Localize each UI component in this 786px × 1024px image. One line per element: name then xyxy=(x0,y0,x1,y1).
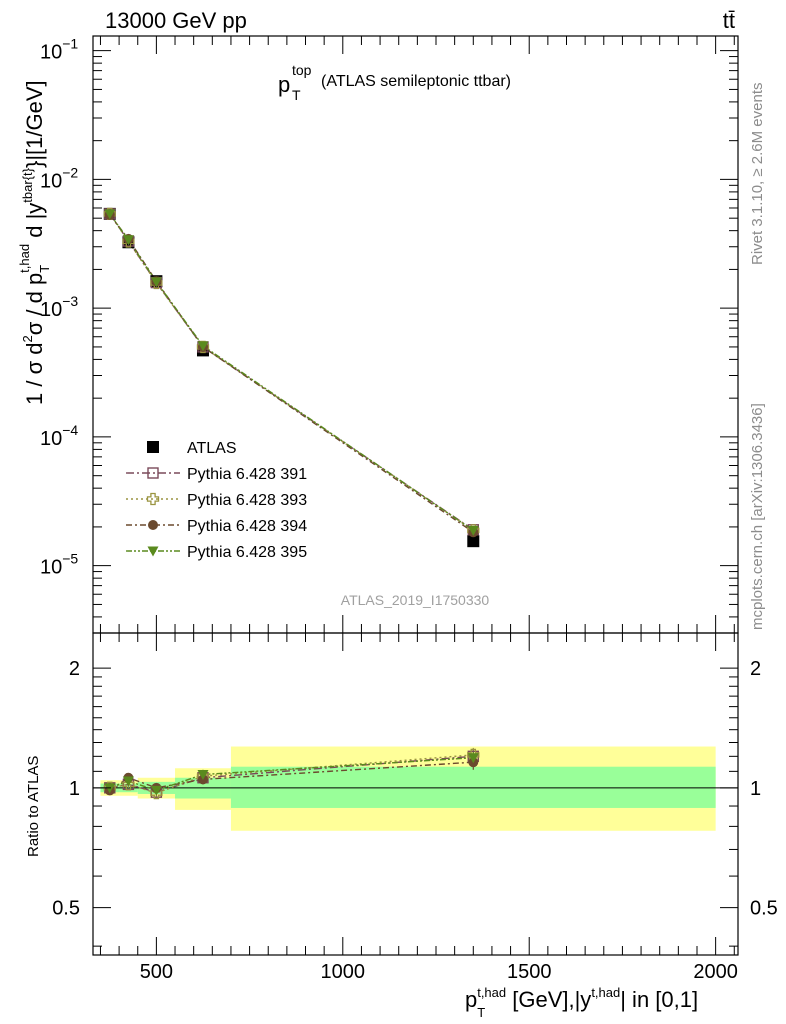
main-point-s395-3 xyxy=(197,341,209,352)
x-axis-title: pTt,had [GeV],|yt,had| in [0,1] xyxy=(465,985,698,1020)
y-axis-title-main: 1 / σ d2σ / d pTt,had d |ytbar{t}}|[1/Ge… xyxy=(17,80,52,405)
ratio-point-s395-2 xyxy=(150,785,162,796)
ratio-ytick-label-right-2: 2 xyxy=(750,658,761,680)
legend-marker-s391 xyxy=(147,467,159,479)
legend-label-s395: Pythia 6.428 395 xyxy=(187,544,307,561)
main-point-s395-0 xyxy=(104,209,116,220)
svg-text:p: p xyxy=(278,72,290,97)
ratio-ytick-label-left-2: 2 xyxy=(69,658,80,680)
x-tick-label-2: 1500 xyxy=(507,961,552,983)
svg-text:(ATLAS semileptonic ttbar): (ATLAS semileptonic ttbar) xyxy=(321,73,511,90)
y-axis-title-ratio: Ratio to ATLAS xyxy=(25,756,42,857)
legend-marker-s395 xyxy=(147,546,159,557)
ratio-ytick-label-left-0: 0.5 xyxy=(52,898,80,920)
main-ytick-label-2: 10−3 xyxy=(40,293,78,321)
svg-text:T: T xyxy=(292,87,301,103)
legend-label-data: ATLAS xyxy=(187,440,237,457)
main-series-lines xyxy=(109,213,474,533)
axes-ticks xyxy=(93,36,738,955)
ratio-ytick-label-left-1: 1 xyxy=(69,778,80,800)
main-line-s394 xyxy=(109,214,474,533)
ratio-line-s391 xyxy=(109,755,474,793)
tick-labels: 10−5 10−4 10−3 10−2 10−1 500 1000 1500 2000 0.5 0.… xyxy=(40,36,778,983)
svg-text:1 / σ d2σ / d pTt,had d |ytbar: 1 / σ d2σ / d pTt,had d |ytbar{t}}|[1/Ge… xyxy=(17,80,52,405)
plot-title: p top T (ATLAS semileptonic ttbar) xyxy=(278,62,511,103)
ratio-point-s395-4 xyxy=(467,753,479,764)
legend-label-s391: Pythia 6.428 391 xyxy=(187,466,307,483)
ratio-ytick-label-right-1: 1 xyxy=(750,778,761,800)
ratio-point-s395-3 xyxy=(197,770,209,781)
main-point-data-4 xyxy=(467,535,480,548)
analysis-watermark: ATLAS_2019_I1750330 xyxy=(341,592,490,608)
main-series-marks xyxy=(103,207,480,548)
main-ytick-label-4: 10−1 xyxy=(40,36,78,64)
ratio-point-s395-1 xyxy=(122,776,134,787)
main-point-s395-1 xyxy=(122,235,134,246)
header-final-state: tt̄ xyxy=(723,8,735,33)
svg-text:pTt,had [GeV],|yt,had| in [0,1: pTt,had [GeV],|yt,had| in [0,1] xyxy=(465,985,698,1020)
ratio-uncertainty-bands xyxy=(100,746,716,831)
x-tick-label-1: 1000 xyxy=(321,961,366,983)
ratio-ytick-label-right-0: 0.5 xyxy=(750,898,778,920)
header-process: 13000 GeV pp xyxy=(105,8,247,33)
legend-marker-data xyxy=(147,441,159,453)
legend: ATLAS Pythia 6.428 391 Pythia 6.428 393 Pyt… xyxy=(126,440,307,561)
mcplots-label: mcplots.cern.ch [arXiv:1306.3436] xyxy=(749,403,766,630)
x-tick-label-0: 500 xyxy=(140,961,173,983)
legend-label-s393: Pythia 6.428 393 xyxy=(187,492,307,509)
ratio-series-marks xyxy=(103,747,480,800)
ratio-panel-frame xyxy=(92,632,739,956)
legend-label-s394: Pythia 6.428 394 xyxy=(187,518,307,535)
main-ytick-label-0: 10−5 xyxy=(40,551,78,579)
main-point-s395-2 xyxy=(150,277,162,288)
main-point-s395-4 xyxy=(467,525,479,536)
legend-marker-s393 xyxy=(146,492,160,506)
rivet-label: Rivet 3.1.10, ≥ 2.6M events xyxy=(749,83,766,266)
main-ytick-label-1: 10−4 xyxy=(40,422,78,450)
main-ytick-label-3: 10−2 xyxy=(40,164,78,192)
svg-text:top: top xyxy=(292,62,312,78)
legend-marker-s394 xyxy=(148,520,158,530)
x-tick-label-3: 2000 xyxy=(693,961,738,983)
